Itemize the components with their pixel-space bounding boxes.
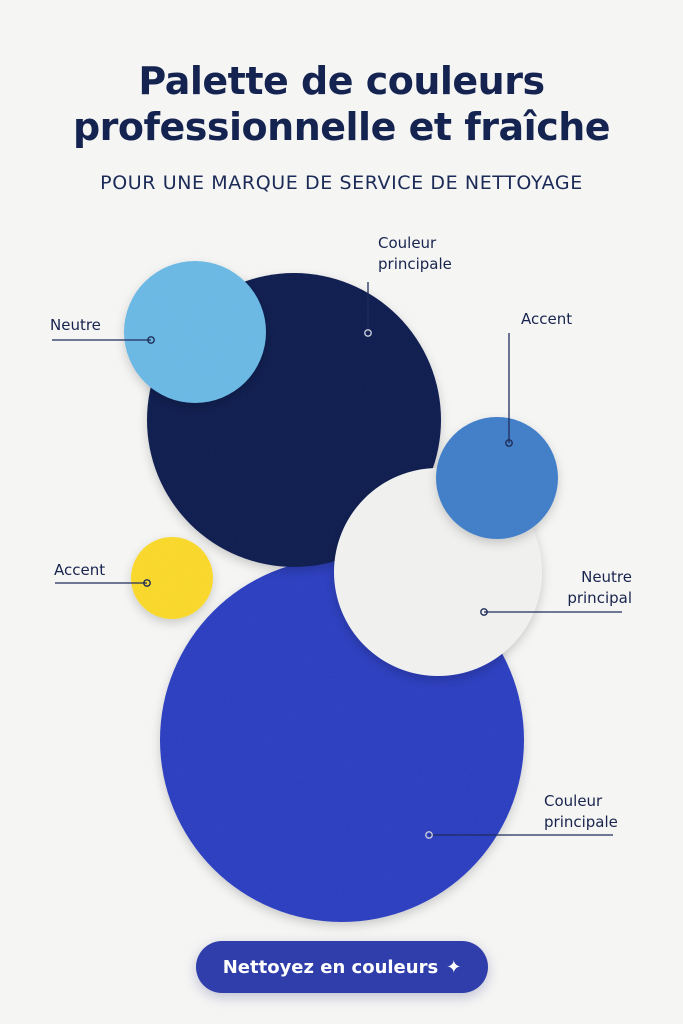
leader-lines [52, 282, 622, 836]
label-navy-line2: principale [378, 255, 452, 273]
swatch-yellow [131, 537, 213, 619]
label-light-blue: Neutre [50, 315, 101, 336]
swatch-light-blue [124, 261, 266, 403]
title-line-1: Palette de couleurs [138, 59, 545, 103]
label-yellow: Accent [54, 560, 105, 581]
label-royal-blue: Couleur principale [544, 791, 618, 833]
label-white-line1: Neutre [581, 568, 632, 586]
swatch-mid-blue [436, 417, 558, 539]
label-royal-blue-line1: Couleur [544, 792, 603, 810]
subtitle: POUR UNE MARQUE DE SERVICE DE NETTOYAGE [100, 172, 583, 194]
label-white: Neutre principal [540, 567, 632, 609]
page-title: Palette de couleurs professionnelle et f… [0, 58, 683, 150]
label-light-blue-line1: Neutre [50, 316, 101, 334]
cta-label: Nettoyez en couleurs [222, 956, 439, 978]
label-mid-blue: Accent [521, 309, 572, 330]
leader-dots [143, 329, 513, 839]
title-line-2: professionnelle et fraîche [72, 105, 611, 149]
cta-button[interactable]: Nettoyez en couleurs ✦ [196, 941, 488, 993]
label-white-line2: principal [567, 589, 632, 607]
label-royal-blue-line2: principale [544, 813, 618, 831]
label-navy-line1: Couleur [378, 234, 437, 252]
label-yellow-line1: Accent [54, 561, 106, 579]
label-navy: Couleur principale [378, 233, 452, 275]
label-mid-blue-line1: Accent [521, 310, 573, 328]
sparkle-icon: ✦ [446, 956, 462, 978]
